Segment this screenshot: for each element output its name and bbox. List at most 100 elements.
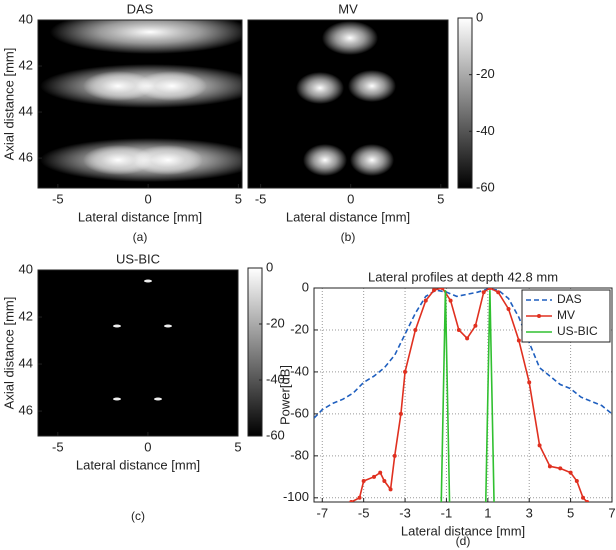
- series-marker: [487, 288, 492, 290]
- y-tick-label: -100: [283, 489, 309, 504]
- caption: (a): [133, 230, 148, 244]
- x-tick-label: 3: [526, 505, 533, 520]
- caption: (d): [456, 534, 471, 548]
- y-tick-label: -80: [290, 447, 309, 462]
- caption: (c): [131, 509, 145, 523]
- colorbar: [457, 17, 473, 189]
- colorbar-tick-label: -20: [266, 315, 285, 330]
- y-tick-label: 42: [19, 57, 33, 72]
- y-tick-label: -20: [290, 321, 309, 336]
- series-line: [314, 288, 612, 419]
- colorbar: [247, 267, 263, 437]
- x-tick-label: 5: [567, 505, 574, 520]
- colorbar-tick-label: -60: [476, 179, 495, 194]
- x-axis-label: Lateral distance [mm]: [286, 209, 410, 224]
- mv-image: [296, 21, 396, 176]
- x-tick-label: 5: [235, 191, 242, 206]
- colorbar-tick-label: 0: [266, 259, 273, 274]
- image-background: [38, 270, 238, 436]
- chart-title: MV: [338, 1, 358, 16]
- series-marker: [372, 474, 377, 479]
- colorbar-tick-label: -40: [266, 371, 285, 386]
- plot-area: [314, 288, 612, 502]
- y-tick-label: 44: [19, 355, 33, 370]
- series-marker: [403, 369, 408, 374]
- plot-frame: [313, 287, 613, 503]
- legend-marker: [537, 314, 541, 318]
- das-image: [40, 20, 242, 182]
- plot-frame: [37, 269, 239, 437]
- legend-label: MV: [557, 308, 575, 322]
- y-tick-label: -40: [290, 363, 309, 378]
- y-tick-label: 42: [19, 308, 33, 323]
- x-axis-label: Lateral distance [mm]: [78, 209, 202, 224]
- series-marker: [423, 298, 428, 303]
- x-tick-label: 0: [347, 191, 354, 206]
- x-tick-label: 1: [484, 505, 491, 520]
- series-marker: [448, 298, 453, 303]
- colorbar-tick-label: 0: [476, 9, 483, 24]
- x-tick-label: -5: [52, 439, 64, 454]
- y-tick-label: 44: [19, 103, 33, 118]
- series-marker: [382, 479, 387, 484]
- series-marker: [547, 464, 552, 469]
- legend-label: DAS: [557, 292, 582, 306]
- series-marker: [357, 495, 362, 500]
- chart-title: DAS: [127, 1, 154, 16]
- legend-label: US-BIC: [557, 324, 598, 338]
- series-marker: [361, 479, 366, 484]
- series-marker: [378, 470, 383, 475]
- series-marker: [398, 411, 403, 416]
- series-marker: [349, 500, 354, 502]
- series-marker: [537, 443, 542, 448]
- series-marker: [481, 290, 486, 295]
- series-marker: [473, 323, 478, 328]
- x-tick-label: -5: [255, 191, 267, 206]
- series-marker: [440, 288, 445, 290]
- colorbar-tick-label: -60: [266, 427, 285, 442]
- y-tick-label: 0: [302, 279, 309, 294]
- chart-title: US-BIC: [116, 251, 160, 266]
- us-bic-image: [113, 279, 172, 401]
- colorbar-tick-label: -20: [476, 66, 495, 81]
- y-tick-label: 40: [19, 11, 33, 26]
- series-marker: [527, 380, 532, 385]
- y-axis-label: Power[dB]: [277, 365, 292, 425]
- series-marker: [432, 288, 437, 293]
- x-tick-label: 5: [437, 191, 444, 206]
- series-marker: [496, 290, 501, 295]
- y-axis-label: Axial distance [mm]: [1, 48, 16, 161]
- series-marker: [465, 336, 470, 341]
- x-tick-label: 0: [144, 439, 151, 454]
- x-tick-label: -5: [52, 191, 64, 206]
- x-tick-label: 5: [234, 439, 241, 454]
- series-marker: [574, 479, 579, 484]
- series-marker: [392, 453, 397, 458]
- y-axis-label: Axial distance [mm]: [1, 297, 16, 410]
- x-axis-label: Lateral distance [mm]: [76, 457, 200, 472]
- series-marker: [568, 470, 573, 475]
- series-marker: [388, 487, 393, 492]
- series-marker: [516, 338, 521, 343]
- y-tick-label: -60: [290, 405, 309, 420]
- chart-title: Lateral profiles at depth 42.8 mm: [368, 269, 558, 284]
- series-marker: [585, 500, 590, 502]
- plot-frame: [37, 19, 243, 189]
- x-tick-label: -7: [316, 505, 328, 520]
- series-marker: [506, 306, 511, 311]
- series-marker: [413, 327, 418, 332]
- series-marker: [558, 466, 563, 471]
- x-tick-label: -1: [441, 505, 453, 520]
- series-line: [440, 290, 495, 502]
- x-tick-label: 0: [145, 191, 152, 206]
- y-tick-label: 46: [19, 150, 33, 165]
- x-tick-label: -5: [358, 505, 370, 520]
- x-tick-label: 7: [608, 505, 615, 520]
- caption: (b): [341, 230, 356, 244]
- plot-frame: [247, 19, 449, 189]
- x-tick-label: -3: [399, 505, 411, 520]
- y-tick-label: 40: [19, 261, 33, 276]
- y-tick-label: 46: [19, 403, 33, 418]
- colorbar-tick-label: -40: [476, 123, 495, 138]
